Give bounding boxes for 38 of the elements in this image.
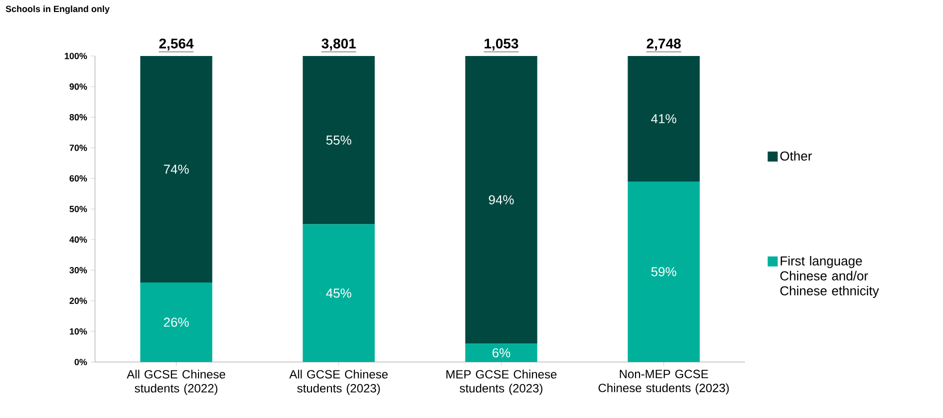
y-tick-label: 40%: [69, 236, 87, 243]
x-tick-label: Non-MEP GCSE Chinese students (2023): [598, 370, 729, 395]
y-tick-label: 10%: [70, 328, 87, 335]
data-label: 45%: [326, 288, 352, 298]
y-tick-label: 50%: [70, 206, 87, 212]
data-label: 94%: [488, 195, 514, 204]
data-label: 6%: [492, 348, 510, 358]
y-tick-label: 0%: [74, 358, 87, 366]
bar: [628, 181, 700, 362]
bar: [140, 56, 212, 282]
legend-label: Other: [780, 151, 812, 161]
data-label: 41%: [651, 114, 676, 124]
legend-label: First language Chinese and/or Chinese ethnicity: [780, 256, 879, 298]
text: 3,801: [322, 38, 356, 50]
y-tick-label: 30%: [69, 267, 87, 274]
text: 1,053: [484, 38, 518, 50]
x-tick-label: MEP GCSE Chinese students (2023): [446, 370, 557, 395]
y-tick-label: 100%: [64, 52, 87, 60]
bar: [302, 224, 375, 362]
bar: [465, 56, 538, 344]
bar: [465, 344, 538, 362]
text: 2,564: [159, 38, 194, 50]
data-label: 55%: [326, 136, 352, 145]
y-tick-label: 80%: [70, 114, 87, 120]
data-label: 74%: [164, 164, 189, 174]
y-tick-label: 70%: [70, 144, 87, 151]
data-label: 59%: [651, 267, 676, 276]
chart-subtitle: Schools in England only: [6, 6, 110, 14]
bar: [628, 56, 700, 182]
x-tick-label: All GCSE Chinese students (2022): [126, 370, 226, 395]
y-tick-label: 90%: [70, 83, 87, 90]
text: 2,748: [646, 38, 681, 50]
x-tick-label: All GCSE Chinese students (2023): [289, 370, 388, 395]
bar: [302, 56, 375, 224]
bar: [140, 282, 212, 362]
data-label: 26%: [164, 318, 189, 327]
y-tick-label: 20%: [70, 298, 87, 304]
y-tick-label: 60%: [70, 175, 87, 182]
